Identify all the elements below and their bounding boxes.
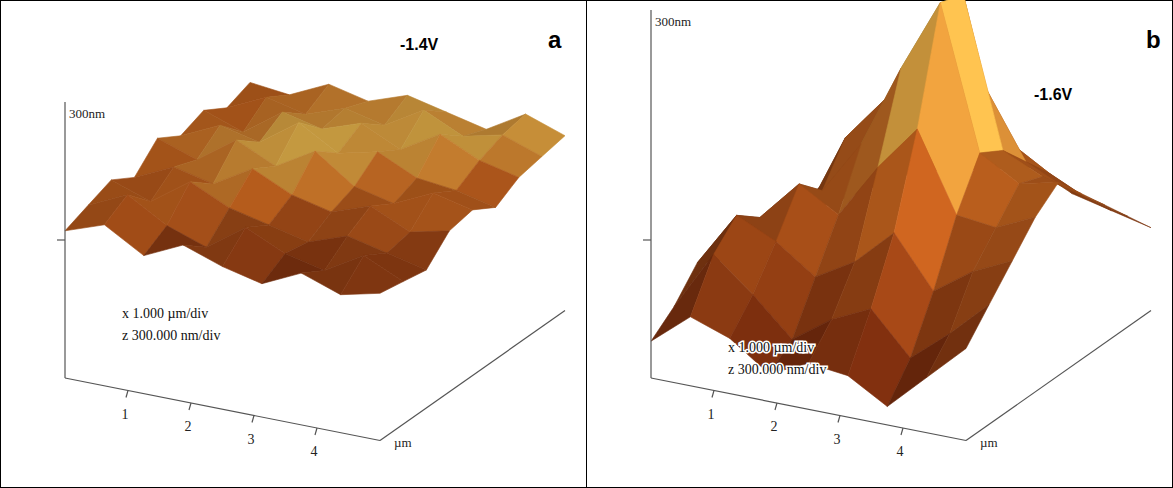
svg-text:3: 3 bbox=[248, 432, 255, 447]
svg-text:2: 2 bbox=[185, 419, 192, 434]
svg-text:2: 2 bbox=[771, 419, 778, 434]
svg-text:a: a bbox=[548, 26, 562, 53]
svg-text:300nm: 300nm bbox=[655, 14, 691, 29]
svg-text:x 1.000 µm/div: x 1.000 µm/div bbox=[728, 340, 814, 355]
svg-text:b: b bbox=[1146, 26, 1161, 53]
svg-text:3: 3 bbox=[834, 432, 841, 447]
svg-text:4: 4 bbox=[311, 444, 318, 459]
svg-text:1: 1 bbox=[122, 407, 129, 422]
svg-text:300nm: 300nm bbox=[69, 106, 105, 121]
svg-text:1: 1 bbox=[708, 407, 715, 422]
svg-text:µm: µm bbox=[394, 435, 412, 450]
svg-text:4: 4 bbox=[897, 444, 904, 459]
svg-text:z 300.000 nm/div: z 300.000 nm/div bbox=[122, 328, 220, 343]
svg-text:µm: µm bbox=[980, 435, 998, 450]
svg-text:x 1.000 µm/div: x 1.000 µm/div bbox=[122, 306, 208, 321]
svg-text:-1.6V: -1.6V bbox=[1034, 86, 1073, 103]
svg-text:-1.4V: -1.4V bbox=[400, 36, 439, 53]
svg-text:z 300.000 nm/div: z 300.000 nm/div bbox=[728, 362, 826, 377]
